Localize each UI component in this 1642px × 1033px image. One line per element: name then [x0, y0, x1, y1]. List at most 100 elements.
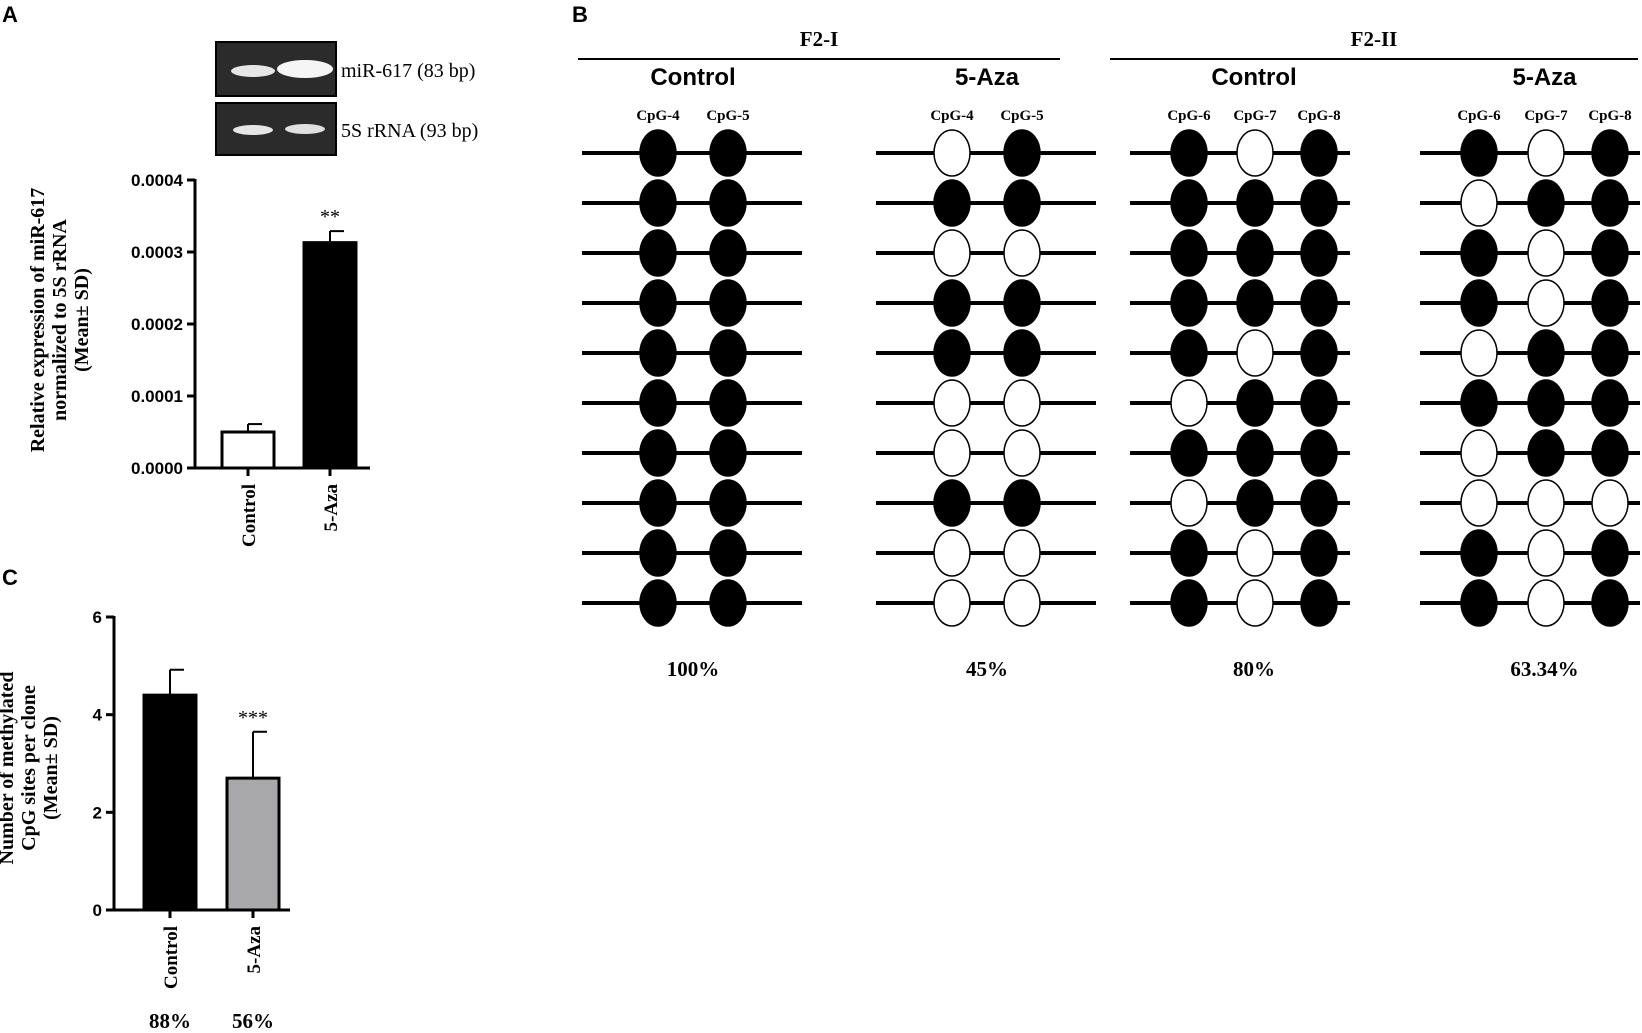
methylation-percent-label: 100% — [667, 657, 720, 681]
gel-band-control-mir617 — [231, 65, 275, 77]
y-axis-label-line: (Mean± SD) — [71, 268, 93, 372]
methylated-cpg-marker — [1003, 279, 1041, 327]
methylated-cpg-marker — [1460, 379, 1498, 427]
methylated-cpg-marker — [1300, 179, 1338, 227]
methylated-cpg-marker — [1170, 129, 1208, 177]
methylated-cpg-marker — [1003, 479, 1041, 527]
methylated-cpg-marker — [1591, 529, 1629, 577]
unmethylated-cpg-marker — [1003, 229, 1041, 277]
methylated-cpg-marker — [709, 129, 747, 177]
gel-band-aza-mir617 — [277, 60, 333, 78]
y-tick-label: 0.0004 — [131, 171, 184, 190]
group-label: F2-II — [1351, 27, 1398, 51]
methylated-cpg-marker — [709, 329, 747, 377]
methylated-cpg-marker — [1170, 229, 1208, 277]
gel-label-mir617: miR-617 (83 bp) — [341, 60, 475, 82]
x-category-label: 5-Aza — [244, 926, 265, 974]
methylated-cpg-marker — [1460, 529, 1498, 577]
chart-panel-a: 0.0000 0.0001 0.0002 0.0003 0.0004 Relative e… — [27, 171, 370, 547]
unmethylated-cpg-marker — [933, 429, 971, 477]
unmethylated-cpg-marker — [1170, 479, 1208, 527]
unmethylated-cpg-marker — [933, 579, 971, 627]
methylated-cpg-marker — [1527, 179, 1565, 227]
methylated-cpg-marker — [639, 129, 677, 177]
condition-label: 5-Aza — [955, 64, 1020, 91]
x-category-label: Control — [239, 484, 260, 547]
y-tick-label: 6 — [93, 608, 102, 627]
methylated-cpg-marker — [1170, 329, 1208, 377]
panel-label-b: B — [572, 2, 588, 27]
methylated-cpg-marker — [709, 429, 747, 477]
unmethylated-cpg-marker — [1003, 379, 1041, 427]
bar — [302, 241, 358, 470]
methylated-cpg-marker — [1170, 579, 1208, 627]
methylated-cpg-marker — [1300, 479, 1338, 527]
bar — [225, 776, 281, 912]
y-tick-label: 4 — [93, 706, 103, 725]
methylated-cpg-marker — [933, 479, 971, 527]
cpg-site-label: CpG-7 — [1524, 108, 1568, 124]
unmethylated-cpg-marker — [1527, 579, 1565, 627]
chart-panel-c: 0 2 4 6 Number of methylated CpG sites per cl… — [0, 608, 290, 1033]
methylated-cpg-marker — [1591, 179, 1629, 227]
methylation-percent-label: 45% — [966, 657, 1008, 681]
unmethylated-cpg-marker — [1236, 529, 1274, 577]
methylated-cpg-marker — [1170, 279, 1208, 327]
methylated-cpg-marker — [709, 229, 747, 277]
methylated-cpg-marker — [639, 279, 677, 327]
panel-label-a: A — [2, 2, 18, 27]
unmethylated-cpg-marker — [1527, 279, 1565, 327]
cpg-site-label: CpG-8 — [1297, 108, 1340, 124]
condition-label: 5-Aza — [1512, 64, 1577, 91]
methylated-cpg-marker — [1003, 129, 1041, 177]
unmethylated-cpg-marker — [1170, 379, 1208, 427]
unmethylated-cpg-marker — [1003, 579, 1041, 627]
y-tick-label: 0.0001 — [131, 387, 183, 406]
unmethylated-cpg-marker — [1460, 429, 1498, 477]
cpg-site-label: CpG-4 — [636, 108, 680, 124]
methylated-cpg-marker — [933, 279, 971, 327]
unmethylated-cpg-marker — [1591, 479, 1629, 527]
y-tick-label: 0.0002 — [131, 315, 183, 334]
methylated-cpg-marker — [1460, 129, 1498, 177]
cpg-site-label: CpG-7 — [1233, 108, 1277, 124]
panel-label-c: C — [2, 565, 18, 590]
unmethylated-cpg-marker — [1527, 129, 1565, 177]
unmethylated-cpg-marker — [1003, 529, 1041, 577]
y-axis-label-line: (Mean± SD) — [40, 716, 62, 820]
methylated-cpg-marker — [1527, 379, 1565, 427]
unmethylated-cpg-marker — [1527, 479, 1565, 527]
group-label: F2-I — [800, 27, 839, 51]
methylated-cpg-marker — [1170, 429, 1208, 477]
y-axis-label-line: Number of methylated — [0, 672, 18, 865]
y-tick-label: 0 — [93, 901, 102, 920]
methylated-cpg-marker — [1236, 229, 1274, 277]
methylated-cpg-marker — [709, 479, 747, 527]
percent-label: 88% — [149, 1009, 191, 1033]
methylated-cpg-marker — [1236, 429, 1274, 477]
methylated-cpg-marker — [709, 529, 747, 577]
y-axis-label-line: Relative expression of miR-617 — [27, 188, 49, 453]
unmethylated-cpg-marker — [933, 379, 971, 427]
unmethylated-cpg-marker — [1236, 129, 1274, 177]
significance-label: *** — [238, 707, 268, 729]
methylated-cpg-marker — [1591, 429, 1629, 477]
unmethylated-cpg-marker — [1236, 579, 1274, 627]
methylated-cpg-marker — [1236, 179, 1274, 227]
methylated-cpg-marker — [639, 579, 677, 627]
condition-label: Control — [1211, 64, 1296, 91]
methylated-cpg-marker — [1460, 229, 1498, 277]
unmethylated-cpg-marker — [1527, 229, 1565, 277]
methylated-cpg-marker — [709, 379, 747, 427]
unmethylated-cpg-marker — [1236, 329, 1274, 377]
cpg-site-label: CpG-4 — [930, 108, 974, 124]
bar — [142, 693, 198, 912]
methylated-cpg-marker — [639, 179, 677, 227]
cpg-site-label: CpG-8 — [1588, 108, 1631, 124]
methylated-cpg-marker — [1170, 529, 1208, 577]
cpg-site-label: CpG-5 — [1000, 108, 1043, 124]
methylated-cpg-marker — [639, 329, 677, 377]
methylated-cpg-marker — [1300, 579, 1338, 627]
methylated-cpg-marker — [1236, 379, 1274, 427]
